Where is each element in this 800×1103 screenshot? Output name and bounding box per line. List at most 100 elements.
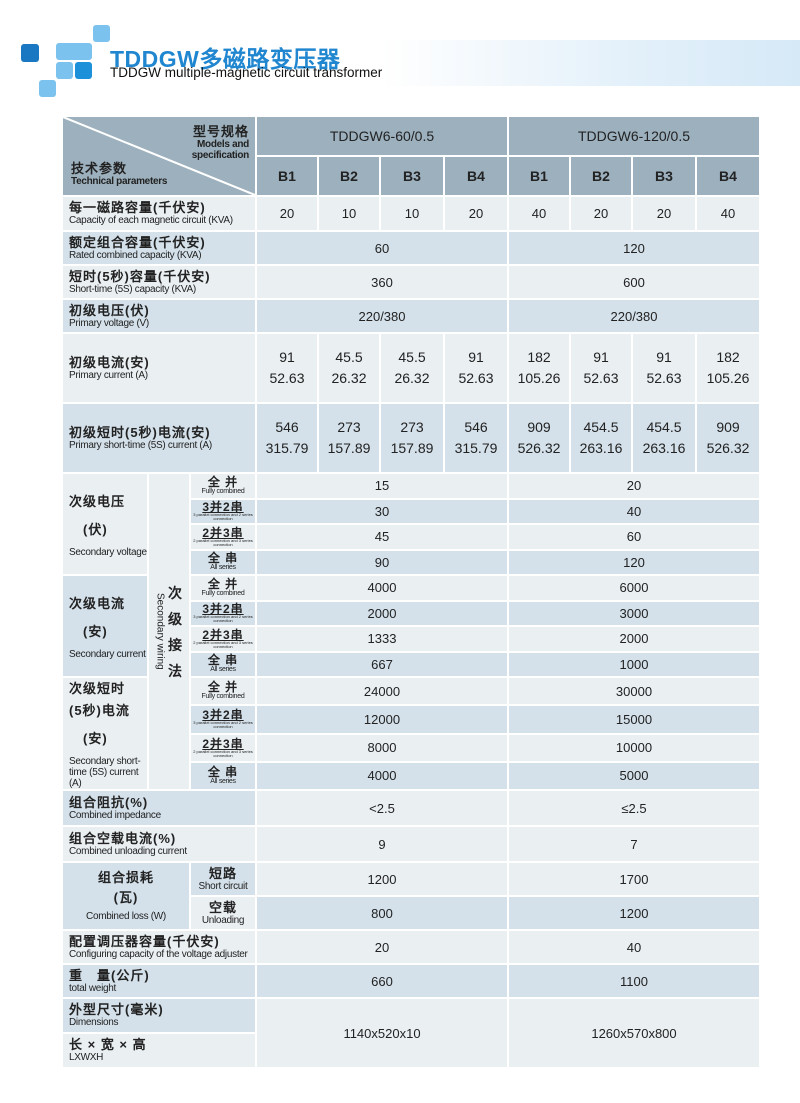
table-row: 次级电流 (安) Secondary current 全 并 Fully combine… <box>63 576 759 676</box>
corner-param-label: 技术参数 Technical parameters <box>71 161 167 188</box>
value-line: 105.26 <box>517 370 561 386</box>
value-cell: 8000 <box>257 734 507 761</box>
table-row: 每一磁路容量(千伏安) Capacity of each magnetic cir… <box>63 197 759 230</box>
value-cell: 45 <box>257 525 507 549</box>
wiring-mode: 2并3串 2 parallel connection and 3 series c… <box>191 627 255 651</box>
value-line: 526.32 <box>706 440 750 456</box>
value-cell: 40 <box>697 197 759 230</box>
logo-square <box>56 43 92 60</box>
label-cn: 技术参数 <box>71 161 128 176</box>
label-en: Capacity of each magnetic circuit (KVA) <box>69 215 233 226</box>
table-row: 初级电流(安) Primary current (A) 91 52.63 45.5 26.… <box>63 334 759 402</box>
value-line: 273 <box>337 419 361 435</box>
label-cn: 配置调压器容量(千伏安) <box>69 933 220 949</box>
value-line: 26.32 <box>394 370 430 386</box>
value-cell: 1200 <box>509 897 759 929</box>
value-cell: 1100 <box>509 965 759 997</box>
value-cell: 45.5 26.32 <box>381 334 443 402</box>
mode-en: All series <box>210 666 236 674</box>
value-cell: 220/380 <box>257 300 507 332</box>
header-corner: 型号规格 Models and specification 技术参数 Technica… <box>63 117 255 195</box>
banner-gradient <box>380 40 800 86</box>
value-cell: 1700 <box>509 863 759 895</box>
table-row: 组合空载电流(%) Combined unloading current 9 7 <box>63 827 759 861</box>
label-cn: 长 × 宽 × 高 <box>69 1037 147 1052</box>
value-cell: 60 <box>509 525 759 549</box>
dimensions-label: 外型尺寸(毫米) Dimensions <box>63 999 255 1032</box>
value-cell: 454.5 263.16 <box>633 404 695 472</box>
label-en: Combined impedance <box>69 809 161 821</box>
model-header: TDDGW6-60/0.5 <box>257 117 507 155</box>
label-cn: 重 量(公斤) <box>69 967 150 983</box>
label-unit: (安) <box>83 731 108 746</box>
table-row: 短时(5秒)容量(千伏安) Short-time (5S) capacity (K… <box>63 266 759 298</box>
value-cell: 182 105.26 <box>697 334 759 402</box>
table-row: 3并2串 3 parallel connection and 2 series c… <box>63 601 759 625</box>
table-row: 全 串 All series 667 1000 <box>63 652 759 676</box>
table-row: 次级短时 (5秒)电流 (安) Secondary short-time (5S) c… <box>63 678 759 789</box>
value-line: 91 <box>593 349 609 365</box>
value-cell: 30000 <box>509 678 759 705</box>
value-cell: 5000 <box>509 762 759 789</box>
table-row: 3并2串 3 parallel connection and 2 series c… <box>63 706 759 733</box>
value-cell: 12000 <box>257 706 507 733</box>
value-cell: 182 105.26 <box>509 334 569 402</box>
logo-square <box>93 25 110 42</box>
label-cn: (5秒)电流 <box>69 703 130 718</box>
model-header: TDDGW6-120/0.5 <box>509 117 759 155</box>
label-cn: 型号规格 <box>192 124 249 139</box>
param-label: 组合阻抗(%) Combined impedance <box>63 791 255 825</box>
value-cell: 45.5 26.32 <box>319 334 379 402</box>
mode-en: 2 parallel connection and 3 series conne… <box>193 639 253 649</box>
param-label: 初级电压(伏) Primary voltage (V) <box>63 300 255 332</box>
value-line: 52.63 <box>458 370 494 386</box>
value-cell: 273 157.89 <box>319 404 379 472</box>
value-line: 546 <box>464 419 488 435</box>
value-line: 157.89 <box>327 440 371 456</box>
diagonal-divider <box>63 117 255 195</box>
label-en: Unloading <box>201 914 245 926</box>
table-row: 2并3串 2 parallel connection and 3 series c… <box>63 525 759 549</box>
value-cell: 600 <box>509 266 759 298</box>
value-line: 91 <box>468 349 484 365</box>
value-line: 26.32 <box>331 370 367 386</box>
mode-cn: 3并2串 <box>202 500 244 515</box>
value-line: 52.63 <box>646 370 682 386</box>
wiring-mode: 3并2串 3 parallel connection and 2 series c… <box>191 601 255 625</box>
value-cell: 660 <box>257 965 507 997</box>
table-row: 初级短时(5秒)电流(安) Primary short-time (5S) cur… <box>63 404 759 472</box>
value-cell: 20 <box>445 197 507 230</box>
value-cell: 20 <box>509 474 759 498</box>
label-cn: 外型尺寸(毫米) <box>69 1002 164 1017</box>
value-line: 263.16 <box>642 440 686 456</box>
spec-table: 型号规格 Models and specification 技术参数 Technica… <box>61 115 761 1069</box>
param-label: 每一磁路容量(千伏安) Capacity of each magnetic cir… <box>63 197 255 230</box>
table-row: 2并3串 2 parallel connection and 3 series c… <box>63 734 759 761</box>
wiring-mode: 全 串 All series <box>191 762 255 789</box>
secondary-wiring-label: Secondary wiring 次级接法 <box>149 474 189 789</box>
value-cell: <2.5 <box>257 791 507 825</box>
param-label: 额定组合容量(千伏安) Rated combined capacity (KVA) <box>63 232 255 264</box>
value-cell: 1200 <box>257 863 507 895</box>
value-cell: 20 <box>257 197 317 230</box>
label-en: Rated combined capacity (KVA) <box>69 249 202 261</box>
value-line: 52.63 <box>583 370 619 386</box>
mode-cn: 全 串 <box>207 764 239 779</box>
label-en: Short-time (5S) capacity (KVA) <box>69 283 196 295</box>
logo-square <box>56 62 73 79</box>
label-en: total weight <box>69 982 116 994</box>
wiring-mode: 2并3串 2 parallel connection and 3 series c… <box>191 734 255 761</box>
wiring-mode: 全 并 Fully combined <box>191 474 255 498</box>
value-line: 157.89 <box>390 440 434 456</box>
value-cell: 91 52.63 <box>633 334 695 402</box>
value-cell: 15000 <box>509 706 759 733</box>
value-line: 182 <box>716 349 740 365</box>
table-row: 组合损耗 (瓦) Combined loss (W) 短路 Short circuit 1… <box>63 863 759 929</box>
param-label: 初级短时(5秒)电流(安) Primary short-time (5S) cur… <box>63 404 255 472</box>
wiring-char: 级 <box>168 610 183 627</box>
value-cell: 3000 <box>509 601 759 625</box>
value-cell: 91 52.63 <box>257 334 317 402</box>
combined-loss-label: 组合损耗 (瓦) Combined loss (W) <box>63 863 189 929</box>
label-cn: 组合阻抗(%) <box>69 794 149 810</box>
label-unit: (伏) <box>83 521 108 537</box>
